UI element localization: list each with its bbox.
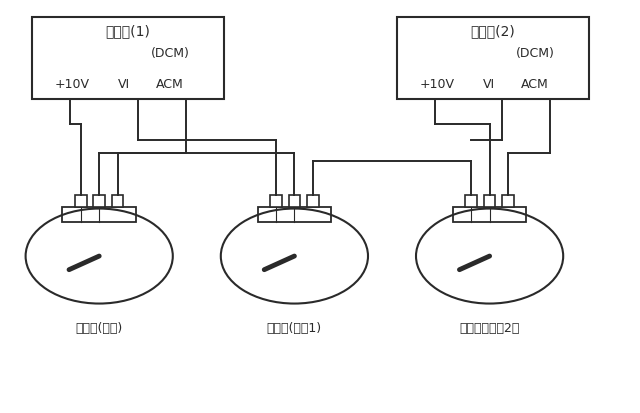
Text: +10V: +10V	[420, 78, 455, 91]
Text: 电位器(总调): 电位器(总调)	[76, 322, 123, 335]
Text: (DCM): (DCM)	[151, 47, 189, 60]
FancyBboxPatch shape	[484, 195, 495, 206]
FancyBboxPatch shape	[289, 195, 300, 206]
Text: 变频器(2): 变频器(2)	[470, 24, 515, 38]
FancyBboxPatch shape	[307, 195, 319, 206]
FancyBboxPatch shape	[112, 195, 124, 206]
Text: 变频器(1): 变频器(1)	[106, 24, 150, 38]
FancyBboxPatch shape	[93, 195, 105, 206]
FancyBboxPatch shape	[258, 206, 332, 222]
FancyBboxPatch shape	[32, 17, 224, 99]
Text: ACM: ACM	[521, 78, 549, 91]
Text: 电位器(微调1): 电位器(微调1)	[267, 322, 322, 335]
FancyBboxPatch shape	[453, 206, 526, 222]
Text: VI: VI	[118, 78, 130, 91]
FancyBboxPatch shape	[75, 195, 86, 206]
Text: VI: VI	[483, 78, 495, 91]
Text: +10V: +10V	[55, 78, 90, 91]
Text: 电位器（微调2）: 电位器（微调2）	[460, 322, 520, 335]
FancyBboxPatch shape	[465, 195, 477, 206]
Text: ACM: ACM	[156, 78, 184, 91]
FancyBboxPatch shape	[270, 195, 282, 206]
FancyBboxPatch shape	[397, 17, 589, 99]
Text: (DCM): (DCM)	[516, 47, 554, 60]
FancyBboxPatch shape	[63, 206, 136, 222]
FancyBboxPatch shape	[502, 195, 514, 206]
